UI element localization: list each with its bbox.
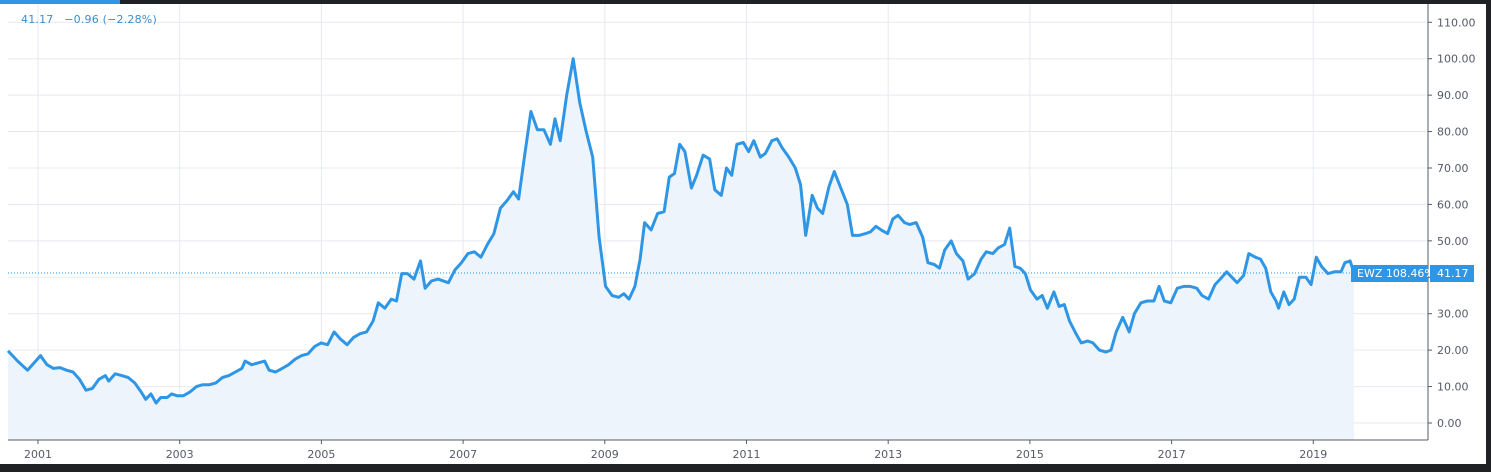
x-tick-label: 2019 xyxy=(1299,448,1327,461)
y-tick-label: 20.00 xyxy=(1437,344,1469,357)
y-tick-label: 90.00 xyxy=(1437,89,1469,102)
x-tick-label: 2009 xyxy=(591,448,619,461)
price-label-background xyxy=(1351,265,1428,282)
y-axis[interactable]: 0.0010.0020.0030.0040.0050.0060.0070.008… xyxy=(1427,4,1476,440)
y-tick-label: 80.00 xyxy=(1437,126,1469,139)
y-tick-label: 100.00 xyxy=(1437,53,1476,66)
last-value: 41.17 xyxy=(21,13,54,26)
price-label-symbol-pct: EWZ 108.46% xyxy=(1357,267,1435,280)
top-frame-bar xyxy=(0,0,1491,4)
x-tick-label: 2005 xyxy=(307,448,335,461)
y-tick-label: 10.00 xyxy=(1437,381,1469,394)
x-axis[interactable]: 2001 2003 2005 2007 2009 2011 2013 2015 2017 2019 xyxy=(8,439,1428,461)
series-line xyxy=(6,57,1356,405)
legend-header: 41.17 −0.96 (−2.28%) xyxy=(21,13,164,26)
x-tick-label: 2001 xyxy=(24,448,52,461)
price-label-value: 41.17 xyxy=(1437,267,1469,280)
right-frame-bar xyxy=(1486,0,1491,472)
y-tick-label: 50.00 xyxy=(1437,235,1469,248)
x-tick-label: 2003 xyxy=(166,448,194,461)
series-area-fill xyxy=(8,58,1354,440)
y-tick-label: 70.00 xyxy=(1437,162,1469,175)
x-tick-label: 2017 xyxy=(1158,448,1186,461)
x-tick-label: 2015 xyxy=(1016,448,1044,461)
price-label: EWZ 108.46% 41.17 xyxy=(1351,265,1474,282)
y-tick-label: 110.00 xyxy=(1437,16,1476,29)
y-tick-label: 0.00 xyxy=(1437,417,1462,430)
change-value: −0.96 (−2.28%) xyxy=(64,13,157,26)
bottom-frame-bar xyxy=(0,464,1491,472)
x-tick-label: 2013 xyxy=(874,448,902,461)
x-tick-label: 2011 xyxy=(733,448,761,461)
y-tick-label: 30.00 xyxy=(1437,308,1469,321)
x-tick-label: 2007 xyxy=(449,448,477,461)
price-label-value-background xyxy=(1430,265,1474,282)
top-left-accent xyxy=(0,0,120,4)
y-tick-label: 60.00 xyxy=(1437,198,1469,211)
